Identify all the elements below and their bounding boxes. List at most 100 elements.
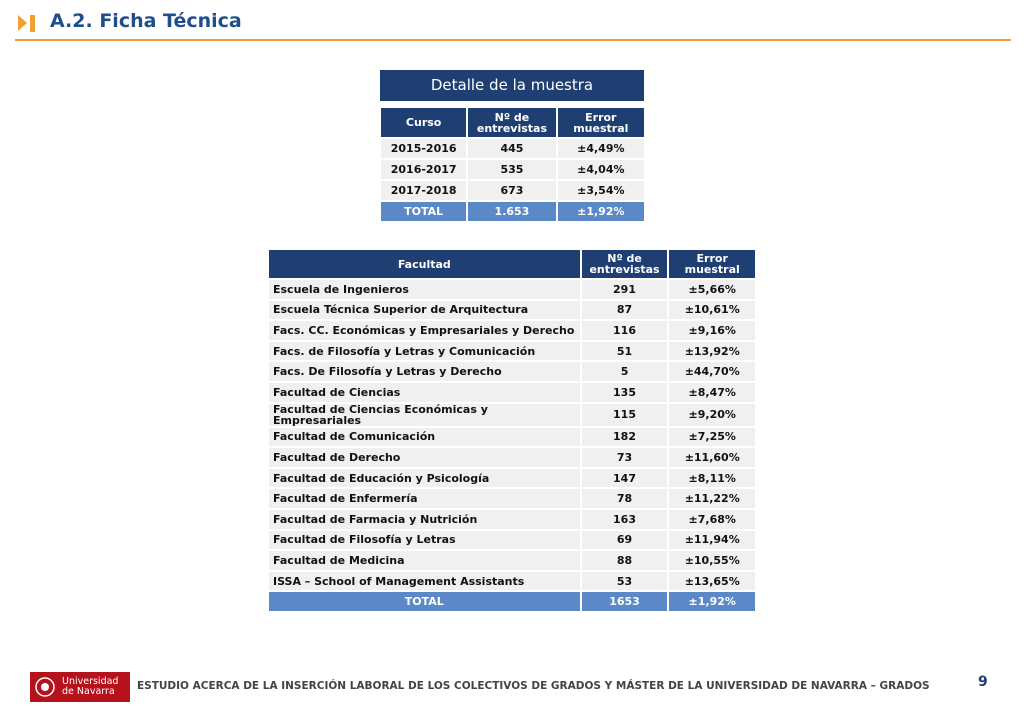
cell: 1653 <box>579 590 670 613</box>
cell: 535 <box>466 158 558 181</box>
cell: ±3,54% <box>555 179 647 202</box>
cell: ±4,04% <box>555 158 647 181</box>
cell: ±1,92% <box>667 590 757 613</box>
faculty-table: Facultad Nº de entrevistas Error muestral E… <box>267 248 757 613</box>
cell: 5 <box>579 360 670 383</box>
cell: ±8,11% <box>667 466 757 490</box>
cell: ±4,49% <box>555 137 647 160</box>
table-row: Facs. CC. Económicas y Empresariales y D… <box>267 319 757 342</box>
cell: Facultad de Filosofía y Letras <box>267 528 582 552</box>
cell: ±13,92% <box>667 339 757 363</box>
cell: Facultad de Ciencias <box>267 380 582 404</box>
header-cell: Error muestral <box>667 248 757 280</box>
cell: Facultad de Medicina <box>267 549 582 572</box>
table-row: Escuela Técnica Superior de Arquitectura… <box>267 298 757 322</box>
table-row: ISSA – School of Management Assistants 53… <box>267 569 757 593</box>
cell: Facultad de Educación y Psicología <box>267 466 582 490</box>
cell: Facultad de Enfermería <box>267 487 582 510</box>
title-icon <box>18 15 35 32</box>
table-row: Facs. de Filosofía y Letras y Comunicaci… <box>267 339 757 363</box>
cell: 88 <box>579 549 670 572</box>
cell: ±8,47% <box>667 380 757 404</box>
header-cell: Error muestral <box>555 106 647 139</box>
cell: ±1,92% <box>555 200 647 223</box>
table-row: Facultad de Derecho 73 ±11,60% <box>267 446 757 469</box>
slide-title: A.2. Ficha Técnica <box>50 10 242 32</box>
cell: 115 <box>579 401 670 428</box>
cell: ±10,55% <box>667 549 757 572</box>
cell: ±9,16% <box>667 319 757 342</box>
table-title: Detalle de la muestra <box>380 70 644 101</box>
cell: ±7,25% <box>667 425 757 449</box>
table-row: Facultad Nº de entrevistas Error muestral <box>267 248 757 280</box>
table-row: Facultad de Ciencias 135 ±8,47% <box>267 380 757 404</box>
cell: 116 <box>579 319 670 342</box>
cell: ±11,94% <box>667 528 757 552</box>
cell: 182 <box>579 425 670 449</box>
cell: Facultad de Comunicación <box>267 425 582 449</box>
cell: 78 <box>579 487 670 510</box>
logo-text: Universidad <box>62 676 119 687</box>
table-row: Curso Nº de entrevistas Error muestral <box>378 106 647 139</box>
table-row: TOTAL 1653 ±1,92% <box>267 590 757 613</box>
table-row: Facs. De Filosofía y Letras y Derecho 5 ±4… <box>267 360 757 383</box>
table-row: Facultad de Educación y Psicología 147 ±8,… <box>267 466 757 490</box>
cell: Facs. De Filosofía y Letras y Derecho <box>267 360 582 383</box>
cell: ±7,68% <box>667 507 757 531</box>
sample-table: Curso Nº de entrevistas Error muestral 2015… <box>378 106 647 223</box>
cell: Facs. de Filosofía y Letras y Comunicaci… <box>267 339 582 363</box>
cell: Escuela Técnica Superior de Arquitectura <box>267 298 582 322</box>
cell: Escuela de Ingenieros <box>267 278 582 301</box>
table-row: TOTAL 1.653 ±1,92% <box>378 200 647 223</box>
cell: 87 <box>579 298 670 322</box>
cell: ±9,20% <box>667 401 757 428</box>
title-rule <box>15 39 1011 41</box>
cell: ±44,70% <box>667 360 757 383</box>
cell: Facultad de Derecho <box>267 446 582 469</box>
cell: 147 <box>579 466 670 490</box>
logo-text: de Navarra <box>62 686 115 697</box>
cell: 1.653 <box>466 200 558 223</box>
header-cell: Curso <box>378 106 469 139</box>
table-row: 2015-2016 445 ±4,49% <box>378 137 647 160</box>
cell: 73 <box>579 446 670 469</box>
cell: 673 <box>466 179 558 202</box>
table-row: 2016-2017 535 ±4,04% <box>378 158 647 181</box>
cell: ±11,60% <box>667 446 757 469</box>
table-row: Facultad de Medicina 88 ±10,55% <box>267 549 757 572</box>
cell: TOTAL <box>378 200 469 223</box>
cell: ±10,61% <box>667 298 757 322</box>
cell: 51 <box>579 339 670 363</box>
logo-seal <box>35 677 55 697</box>
footer-text: ESTUDIO ACERCA DE LA INSERCIÓN LABORAL D… <box>137 680 930 692</box>
table-row: Facultad de Enfermería 78 ±11,22% <box>267 487 757 510</box>
cell: 163 <box>579 507 670 531</box>
table-row: Facultad de Ciencias Económicas y Empres… <box>267 401 757 428</box>
cell: 53 <box>579 569 670 593</box>
cell: ISSA – School of Management Assistants <box>267 569 582 593</box>
cell: 445 <box>466 137 558 160</box>
cell: Facs. CC. Económicas y Empresariales y D… <box>267 319 582 342</box>
cell: 2015-2016 <box>378 137 469 160</box>
table-row: Facultad de Filosofía y Letras 69 ±11,94% <box>267 528 757 552</box>
table-row: Facultad de Farmacia y Nutrición 163 ±7,68… <box>267 507 757 531</box>
cell: Facultad de Ciencias Económicas y Empres… <box>267 401 582 428</box>
cell: 291 <box>579 278 670 301</box>
cell: 2016-2017 <box>378 158 469 181</box>
cell: Facultad de Farmacia y Nutrición <box>267 507 582 531</box>
table-row: Escuela de Ingenieros 291 ±5,66% <box>267 278 757 301</box>
cell: ±13,65% <box>667 569 757 593</box>
cell: ±11,22% <box>667 487 757 510</box>
header-cell: Nº de entrevistas <box>466 106 558 139</box>
table-row: 2017-2018 673 ±3,54% <box>378 179 647 202</box>
cell: 2017-2018 <box>378 179 469 202</box>
cell: 135 <box>579 380 670 404</box>
cell: TOTAL <box>267 590 582 613</box>
header-cell: Nº de entrevistas <box>579 248 670 280</box>
logo: Universidad de Navarra <box>30 672 130 702</box>
header-cell: Facultad <box>267 248 582 280</box>
cell: 69 <box>579 528 670 552</box>
cell: ±5,66% <box>667 278 757 301</box>
page-number: 9 <box>978 674 988 690</box>
